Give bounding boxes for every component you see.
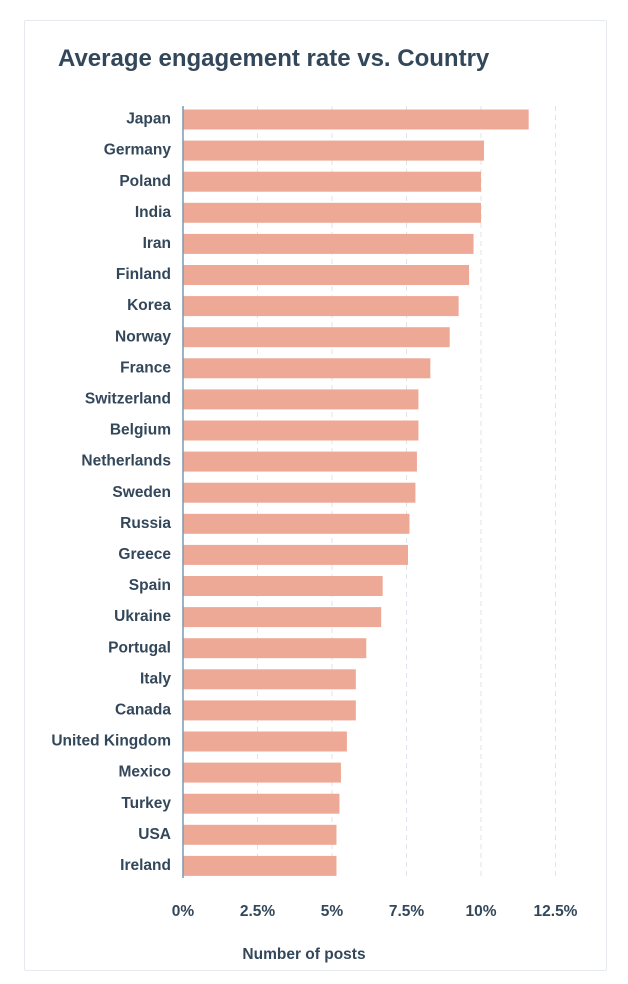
category-label: Mexico bbox=[118, 764, 171, 781]
bar bbox=[183, 576, 383, 596]
category-label: Italy bbox=[140, 670, 171, 687]
category-label: Canada bbox=[115, 701, 171, 718]
bar bbox=[183, 202, 481, 223]
x-tick-label: 10% bbox=[465, 903, 496, 920]
category-labels: Japan Germany Poland India Iran Finland Korea N… bbox=[51, 111, 171, 874]
bar bbox=[183, 855, 337, 876]
bar bbox=[183, 389, 419, 410]
bar bbox=[183, 793, 340, 814]
x-tick-label: 5% bbox=[321, 903, 344, 920]
bar bbox=[183, 296, 459, 317]
category-label: Norway bbox=[115, 328, 171, 345]
category-label: Sweden bbox=[112, 484, 171, 501]
category-label: Portugal bbox=[108, 639, 171, 656]
bar bbox=[183, 358, 431, 379]
bar bbox=[183, 669, 356, 690]
bar bbox=[183, 420, 419, 441]
bar bbox=[183, 482, 416, 503]
bar bbox=[183, 327, 450, 348]
chart-title: Average engagement rate vs. Country bbox=[58, 45, 490, 72]
bar bbox=[183, 731, 347, 752]
bar bbox=[183, 824, 337, 845]
bar bbox=[183, 233, 474, 254]
category-label: Russia bbox=[120, 515, 171, 532]
x-tick-labels: 0% 2.5% 5% 7.5% 10% 12.5% bbox=[172, 903, 578, 920]
bars bbox=[183, 109, 529, 876]
category-label: Japan bbox=[126, 111, 171, 128]
bar bbox=[183, 109, 529, 130]
bar bbox=[183, 140, 484, 161]
bar bbox=[183, 762, 341, 783]
bar bbox=[183, 171, 481, 192]
category-label: France bbox=[120, 359, 171, 376]
category-label: Netherlands bbox=[81, 453, 171, 470]
x-tick-label: 2.5% bbox=[240, 903, 276, 920]
category-label: USA bbox=[138, 826, 171, 843]
category-label: Ukraine bbox=[114, 608, 171, 625]
category-label: United Kingdom bbox=[51, 733, 171, 750]
bar bbox=[183, 607, 382, 628]
category-label: Turkey bbox=[121, 795, 171, 812]
bar bbox=[183, 700, 356, 721]
category-label: India bbox=[135, 204, 172, 221]
category-label: Spain bbox=[129, 577, 171, 594]
bar bbox=[183, 638, 367, 659]
category-label: Switzerland bbox=[85, 390, 171, 407]
category-label: Finland bbox=[116, 266, 171, 283]
category-label: Germany bbox=[104, 142, 172, 159]
category-label: Greece bbox=[118, 546, 171, 563]
x-tick-label: 12.5% bbox=[534, 903, 578, 920]
category-label: Iran bbox=[143, 235, 171, 252]
bar bbox=[183, 451, 417, 472]
x-tick-label: 0% bbox=[172, 903, 195, 920]
category-label: Belgium bbox=[110, 422, 171, 439]
bar bbox=[183, 265, 470, 285]
bar bbox=[183, 544, 408, 565]
category-label: Poland bbox=[119, 173, 171, 190]
x-axis-title: Number of posts bbox=[242, 946, 365, 963]
category-label: Korea bbox=[127, 297, 171, 314]
category-label: Ireland bbox=[120, 857, 171, 874]
bar bbox=[183, 513, 410, 534]
x-tick-label: 7.5% bbox=[389, 903, 425, 920]
